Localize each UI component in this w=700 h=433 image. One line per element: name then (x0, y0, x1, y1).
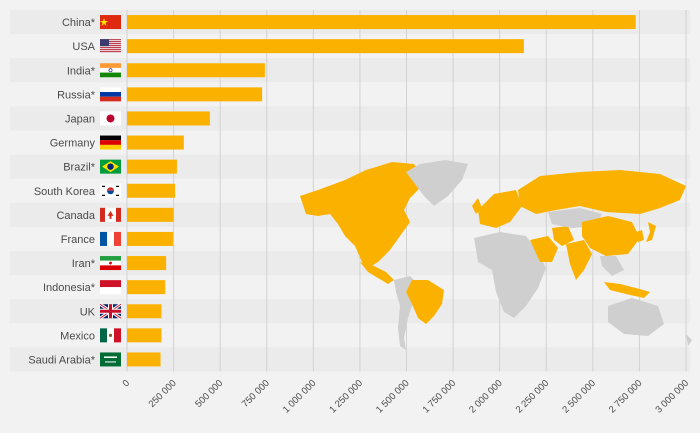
map-europe (478, 190, 522, 228)
category-label: Mexico (60, 330, 95, 342)
bar-canada (127, 207, 174, 222)
category-label: China* (62, 17, 96, 29)
x-tick-label: 2 750 000 (607, 378, 645, 416)
world-map-illustration (300, 160, 692, 350)
category-label: India* (67, 65, 96, 77)
category-label: USA (72, 41, 95, 53)
category-label: Brazil* (63, 162, 96, 174)
bar-uk (127, 304, 162, 319)
germany-flag-icon (100, 135, 121, 150)
bar-mexico (127, 328, 162, 343)
map-indonesia (604, 282, 650, 298)
bar-iran (127, 256, 167, 271)
x-tick-label: 250 000 (147, 378, 179, 410)
india-flag-icon (100, 63, 121, 78)
x-tick-label: 1 000 000 (281, 378, 319, 416)
iran-flag-icon (100, 256, 121, 271)
x-tick-label: 750 000 (240, 378, 272, 410)
x-tick-label: 2 500 000 (560, 378, 598, 416)
row-band (10, 347, 690, 372)
map-china (582, 216, 640, 256)
uk-flag-icon (99, 303, 122, 320)
bar-south-korea (127, 183, 176, 198)
indonesia-flag-icon (100, 280, 121, 295)
bar-china (127, 15, 636, 30)
map-greenland (406, 160, 468, 206)
category-label: France (61, 234, 95, 246)
flag-icons (99, 15, 122, 367)
bar-indonesia (127, 280, 166, 295)
x-tick-label: 1 250 000 (327, 378, 365, 416)
x-axis-ticks: 0 250 000 500 000 750 000 1 000 000 1 250 000… (121, 378, 692, 416)
map-korea (636, 230, 644, 242)
category-label: Saudi Arabia* (28, 354, 95, 366)
x-tick-label: 2 250 000 (514, 378, 552, 416)
x-tick-label: 3 000 000 (653, 378, 691, 416)
category-label: Germany (50, 138, 96, 150)
category-label: Japan (65, 113, 95, 125)
map-brazil (406, 280, 444, 324)
row-band (10, 106, 690, 131)
map-southeast-asia (600, 256, 624, 276)
x-tick-label: 0 (121, 378, 133, 390)
russia-flag-icon (100, 87, 121, 102)
map-new-zealand (686, 334, 692, 346)
map-central-america (360, 262, 394, 284)
category-label: Canada (56, 210, 95, 222)
bar-brazil (127, 159, 177, 174)
bar-usa (127, 39, 524, 54)
row-band (10, 58, 690, 83)
map-africa (474, 232, 546, 318)
brazil-flag-icon (100, 159, 121, 174)
map-russia (518, 170, 686, 214)
x-tick-label: 2 000 000 (467, 378, 505, 416)
category-label: UK (80, 306, 96, 318)
map-india (566, 240, 592, 280)
bar-germany (127, 135, 184, 150)
x-tick-label: 1 750 000 (421, 378, 459, 416)
bars (127, 15, 636, 367)
map-iran (552, 226, 574, 246)
x-tick-label: 500 000 (193, 378, 225, 410)
category-labels: China* USA India* Russia* Japan Germany Brazil… (28, 17, 96, 366)
canada-flag-icon (100, 207, 121, 222)
south-korea-flag-icon (100, 183, 121, 198)
map-australia (608, 298, 664, 336)
category-label: South Korea (34, 186, 96, 198)
bar-india (127, 63, 265, 78)
saudi-arabia-flag-icon (100, 352, 121, 367)
mexico-flag-icon (100, 328, 121, 343)
bar-russia (127, 87, 263, 102)
row-band (10, 299, 690, 324)
x-tick-label: 1 500 000 (374, 378, 412, 416)
map-saudi-arabia (530, 236, 558, 262)
category-label: Russia* (57, 89, 96, 101)
bar-saudi-arabia (127, 352, 161, 367)
japan-flag-icon (100, 111, 121, 126)
china-flag-icon (100, 15, 121, 30)
france-flag-icon (100, 231, 121, 246)
usa-flag-icon (100, 39, 121, 53)
bar-japan (127, 111, 210, 126)
bar-france (127, 231, 174, 246)
map-north-america (300, 162, 424, 268)
category-label: Indonesia* (43, 282, 96, 294)
map-uk (472, 198, 482, 214)
map-japan (646, 222, 656, 242)
category-label: Iran* (72, 258, 96, 270)
